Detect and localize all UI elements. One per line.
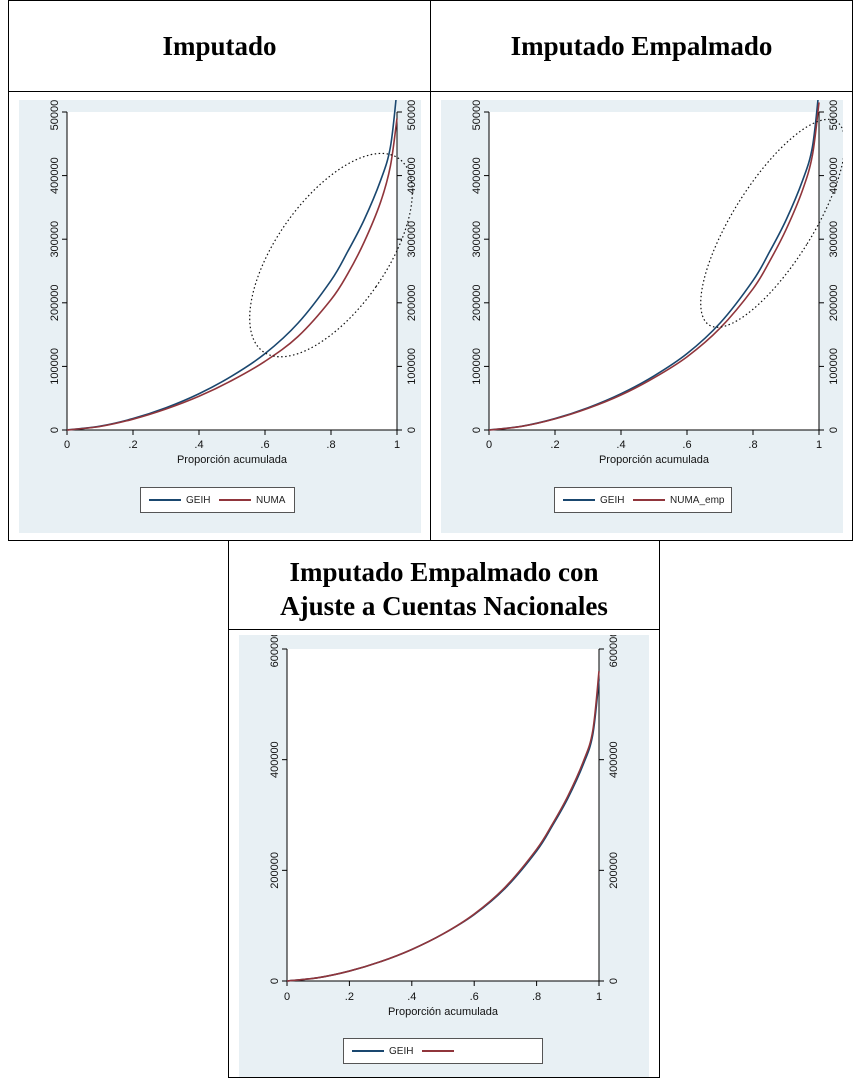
y-tick-label-right: 400000	[828, 157, 840, 194]
chart-title: Imputado	[162, 31, 277, 61]
legend-item-geih: GEIH	[563, 488, 624, 512]
y-tick-label-right: 500000	[406, 100, 418, 130]
x-tick-label: 0	[64, 439, 70, 451]
legend-swatch-numa	[219, 499, 251, 501]
y-tick-label-left: 0	[471, 427, 483, 433]
legend-label: GEIH	[186, 494, 211, 506]
x-tick-label: .8	[748, 439, 757, 451]
legend-label: GEIH	[389, 1045, 414, 1057]
legend-item-geih: GEIH	[352, 1039, 413, 1063]
x-tick-label: .4	[616, 439, 625, 451]
y-tick-label-left: 200000	[471, 284, 483, 321]
chart-svg: 0 0 200000 200000 400000 400000 600000 600000 0.…	[269, 635, 620, 1018]
x-tick-label: 0	[486, 439, 492, 451]
annotation-ellipse	[249, 152, 413, 358]
y-tick-label-left: 300000	[471, 221, 483, 258]
y-tick-label-right: 300000	[828, 221, 840, 258]
chart-panel: 0 0 100000 100000 200000 200000 300000 300000 40…	[19, 100, 421, 533]
chart-title: Imputado Empalmado	[510, 31, 773, 61]
legend-swatch-geih	[352, 1050, 384, 1052]
title-divider	[431, 91, 852, 92]
chart-cell-imputado: Imputado 0 0 100000 100000 200000 200000 30000…	[8, 0, 431, 541]
y-tick-label-right: 100000	[828, 348, 840, 385]
y-tick-label-left: 400000	[471, 157, 483, 194]
legend-swatch-geih	[563, 499, 595, 501]
title-divider	[9, 91, 430, 92]
y-tick-label-left: 300000	[49, 221, 61, 258]
series-line-numa-emp	[488, 102, 820, 431]
x-axis-title: Proporción acumulada	[177, 454, 288, 466]
y-tick-label-left: 200000	[49, 284, 61, 321]
chart-cell-ajuste-cuentas-nacionales: Imputado Empalmado con Ajuste a Cuentas …	[228, 540, 660, 1078]
y-tick-label-left: 600000	[269, 635, 281, 667]
y-tick-label-right: 0	[828, 427, 840, 433]
y-tick-label-right: 300000	[406, 221, 418, 258]
y-tick-label-left: 100000	[471, 348, 483, 385]
y-tick-label-right: 500000	[828, 100, 840, 130]
chart-title-line-2: Ajuste a Cuentas Nacionales	[280, 591, 608, 621]
x-tick-label: .6	[682, 439, 691, 451]
x-tick-label: .8	[532, 991, 541, 1003]
legend-swatch-numa-emp-aju	[422, 1050, 454, 1052]
plot-area	[67, 112, 397, 430]
legend-item-numa: NUMA	[219, 488, 285, 512]
legend-item-numa-emp: NUMA_emp	[633, 488, 724, 512]
y-tick-label-left: 500000	[49, 100, 61, 130]
x-tick-label: .6	[470, 991, 479, 1003]
x-tick-label: 1	[596, 991, 602, 1003]
y-tick-label-right: 200000	[608, 852, 620, 889]
legend-swatch-numa-emp	[633, 499, 665, 501]
y-tick-label-right: 0	[406, 427, 418, 433]
annotation-ellipse	[700, 118, 843, 328]
y-tick-label-left: 0	[269, 978, 281, 984]
x-axis-title: Proporción acumulada	[388, 1006, 499, 1018]
chart-cell-imputado-empalmado: Imputado Empalmado 0 0 100000 100000 200000 2…	[430, 0, 853, 541]
y-tick-label-left: 200000	[269, 852, 281, 889]
legend-label: NUMA_emp	[670, 494, 725, 506]
y-tick-label-left: 500000	[471, 100, 483, 130]
legend: GEIH NUMA	[140, 487, 295, 513]
legend: GEIH NUMA_emp	[554, 487, 732, 513]
x-tick-label: .2	[128, 439, 137, 451]
legend-item-numa-emp-aju	[422, 1039, 459, 1063]
x-axis-title: Proporción acumulada	[599, 454, 710, 466]
series-line-numa	[66, 118, 398, 431]
legend-item-geih: GEIH	[149, 488, 210, 512]
y-tick-label-left: 400000	[49, 157, 61, 194]
x-tick-label: 1	[394, 439, 400, 451]
y-tick-label-right: 200000	[828, 284, 840, 321]
y-tick-label-right: 0	[608, 978, 620, 984]
y-tick-label-left: 0	[49, 427, 61, 433]
y-tick-label-left: 100000	[49, 348, 61, 385]
y-tick-label-right: 200000	[406, 284, 418, 321]
x-tick-label: 1	[816, 439, 822, 451]
x-tick-label: .4	[194, 439, 203, 451]
y-tick-label-right: 400000	[406, 157, 418, 194]
chart-title-line-1: Imputado Empalmado con	[289, 557, 599, 587]
legend-label: GEIH	[600, 494, 625, 506]
plot-area	[489, 112, 819, 430]
x-tick-label: .6	[260, 439, 269, 451]
plot-area	[287, 649, 599, 981]
y-tick-label-left: 400000	[269, 741, 281, 778]
x-tick-label: .8	[326, 439, 335, 451]
legend-swatch-geih	[149, 499, 181, 501]
legend: GEIH	[343, 1038, 543, 1064]
chart-panel: 0 0 200000 200000 400000 400000 600000 600000 0.…	[239, 635, 649, 1077]
y-tick-label-right: 400000	[608, 741, 620, 778]
legend-label: NUMA	[256, 494, 286, 506]
y-tick-label-right: 100000	[406, 348, 418, 385]
x-tick-label: 0	[284, 991, 290, 1003]
title-divider	[229, 629, 659, 630]
chart-panel: 0 0 100000 100000 200000 200000 300000 300000 40…	[441, 100, 843, 533]
series-line-numa-emp-aju	[286, 671, 600, 982]
x-tick-label: .2	[550, 439, 559, 451]
y-tick-label-right: 600000	[608, 635, 620, 667]
x-tick-label: .4	[407, 991, 416, 1003]
x-tick-label: .2	[345, 991, 354, 1003]
